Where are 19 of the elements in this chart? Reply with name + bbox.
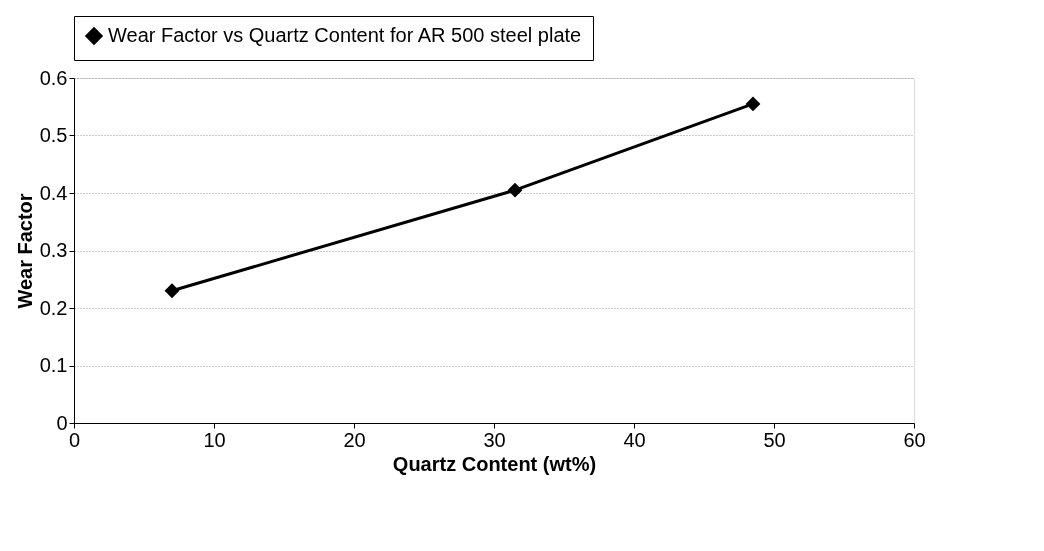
x-tick-label: 20 — [343, 428, 366, 451]
point — [507, 182, 523, 198]
point — [745, 96, 761, 112]
y-tick-label: 0.3 — [39, 239, 68, 261]
point — [164, 283, 180, 299]
y-tick-label: 0.4 — [39, 181, 68, 204]
x-tick-label: 40 — [623, 428, 646, 451]
y-tick-label: 0.2 — [39, 296, 68, 319]
legend-label: Wear Factor vs Quartz Content for AR 500 steel plate — [108, 24, 582, 46]
x-tick-label: 60 — [903, 428, 926, 451]
x-tick-label: 30 — [483, 428, 506, 451]
y-tick-label: 0.5 — [39, 124, 68, 146]
y-tick-label: 0 — [56, 411, 68, 434]
y-tick-label: 0.1 — [39, 354, 68, 376]
y-axis-title: Wear Factor — [13, 193, 36, 309]
y-tick-label: 0.6 — [39, 66, 68, 89]
x-tick-label: 50 — [763, 428, 786, 451]
x-tick-label: 10 — [203, 428, 226, 451]
x-axis-title: Quartz Content (wt%) — [392, 452, 597, 475]
